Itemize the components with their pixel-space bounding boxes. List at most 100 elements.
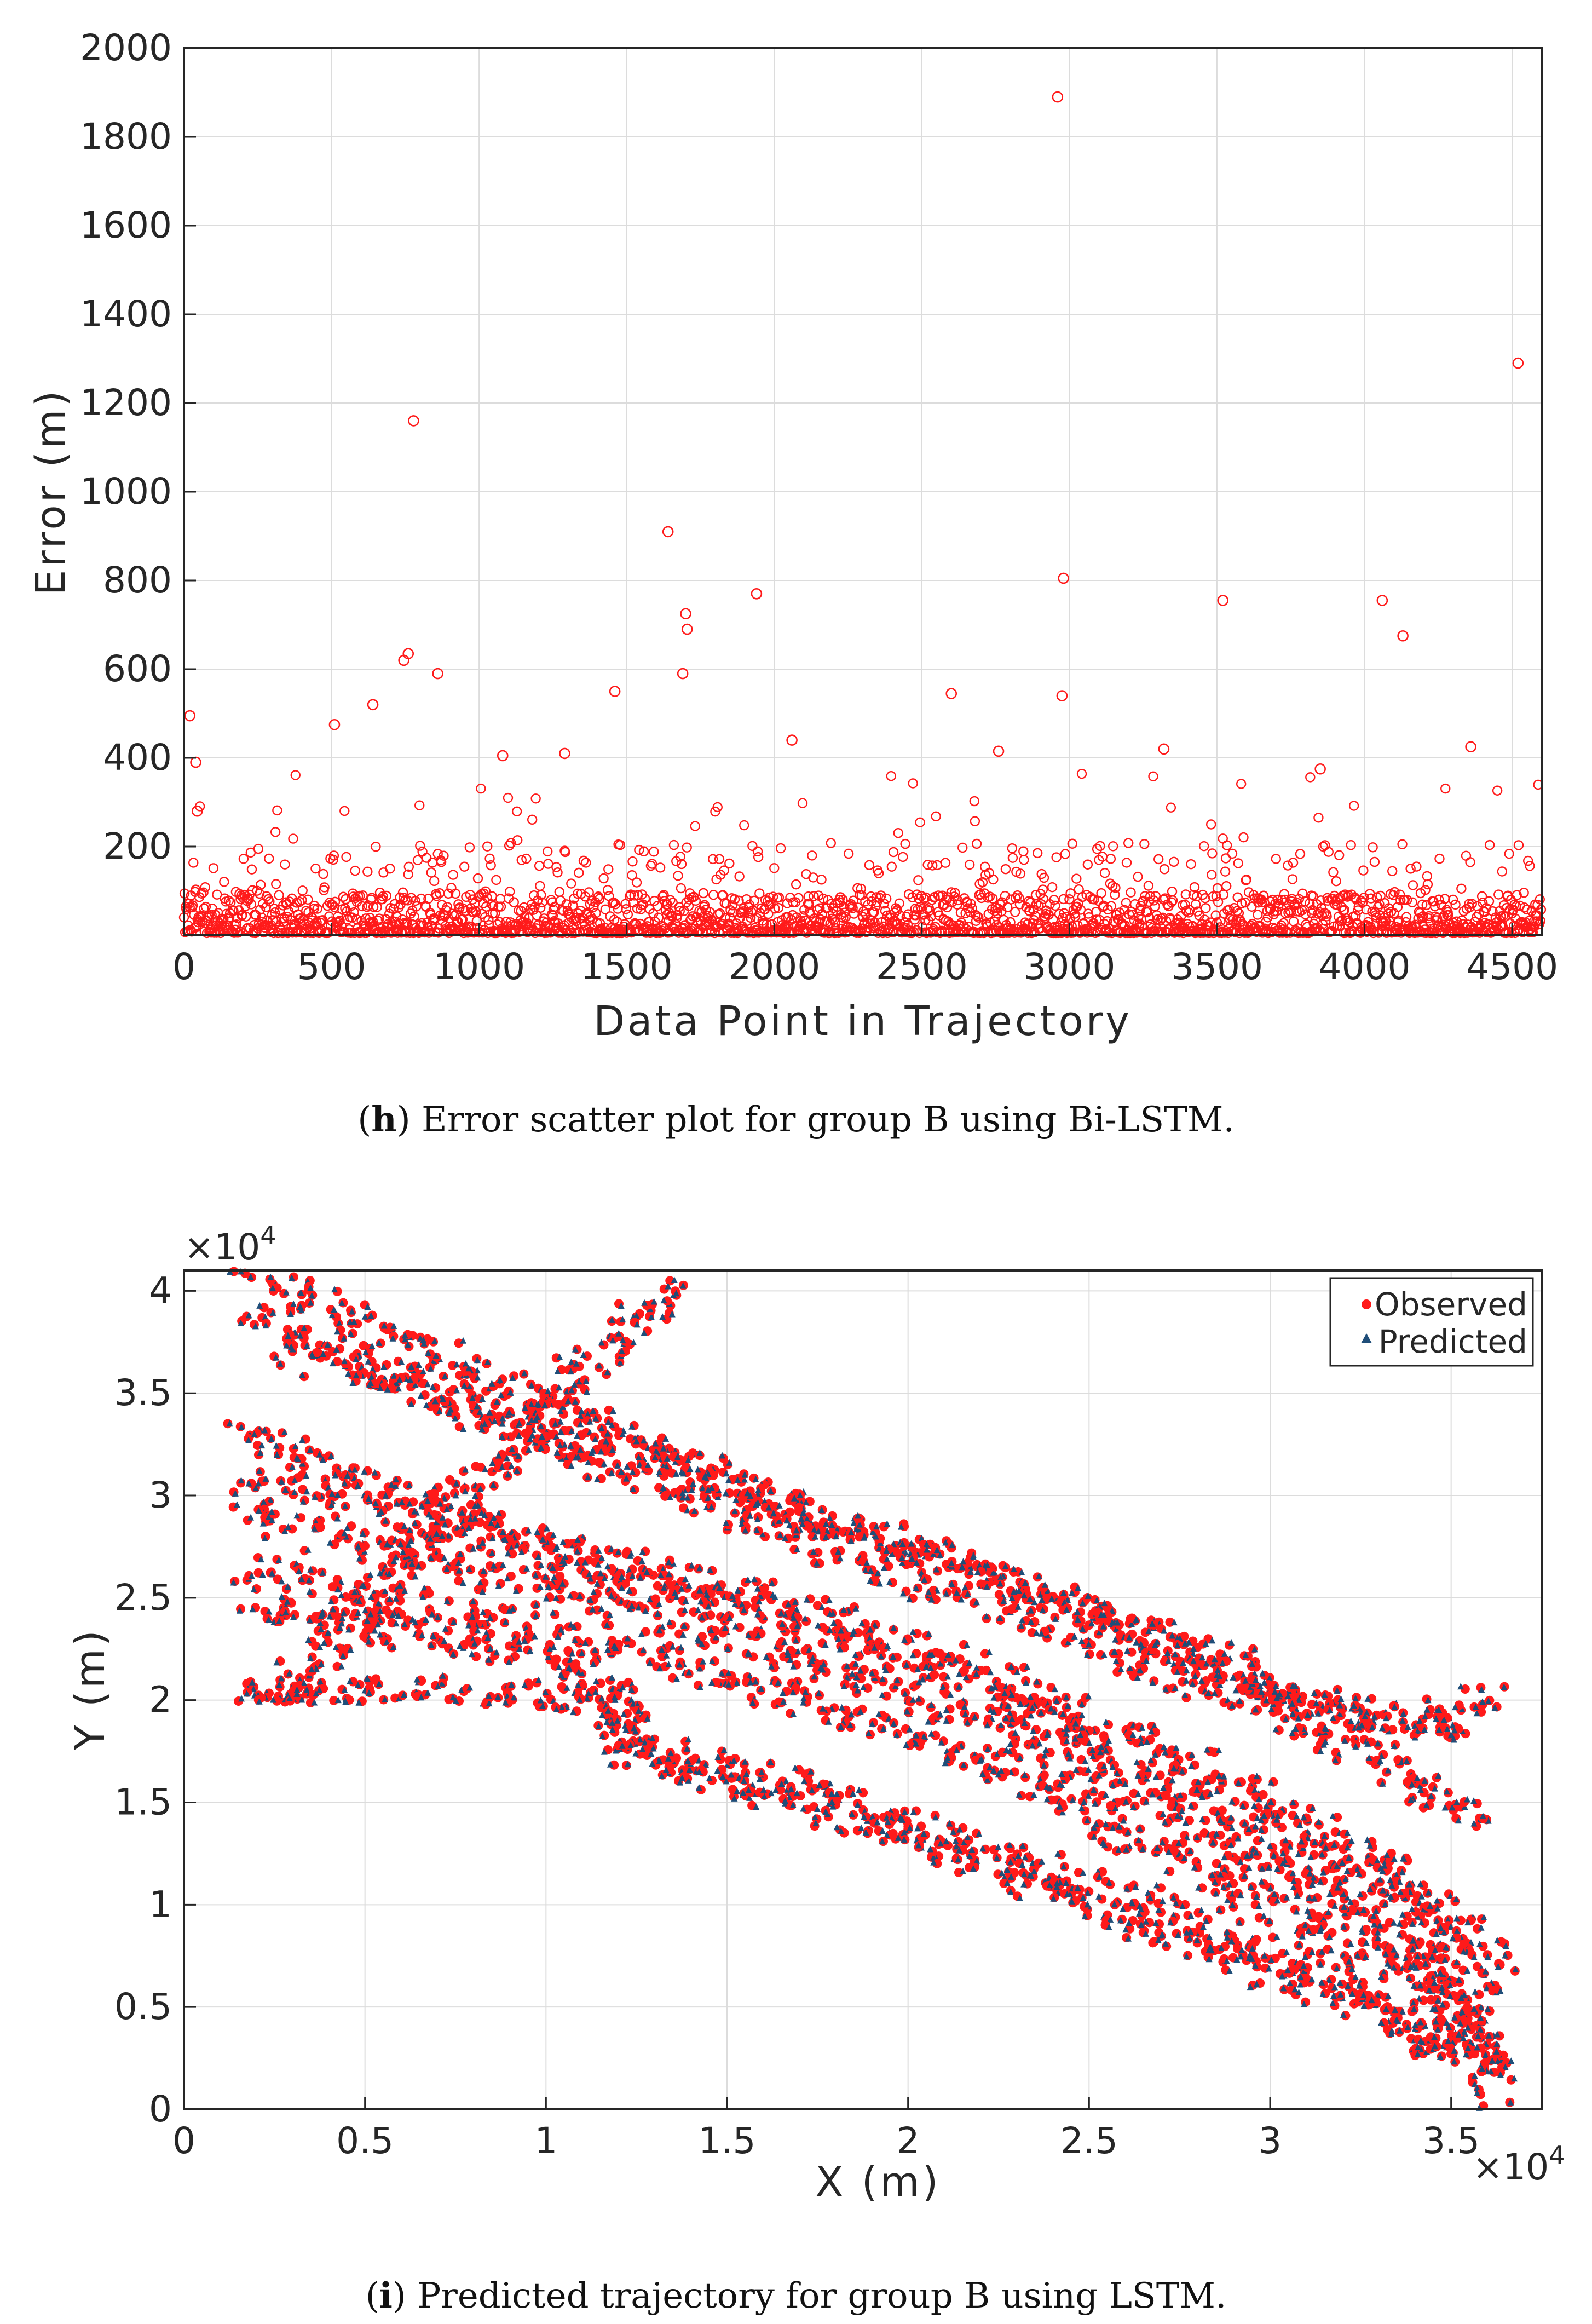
data-point [484, 853, 495, 864]
data-point [270, 827, 281, 837]
data-point [459, 861, 470, 872]
data-point [318, 868, 328, 879]
data-point [312, 904, 322, 914]
data-point [380, 914, 391, 924]
data-point [516, 855, 527, 865]
data-point [246, 899, 257, 910]
data-point [600, 904, 611, 914]
data-point [522, 917, 532, 928]
data-point [246, 864, 257, 875]
data-point [351, 914, 362, 924]
data-point [521, 853, 532, 864]
data-point [309, 900, 320, 911]
data-point [472, 873, 483, 884]
data-point [339, 806, 350, 816]
data-point [574, 867, 584, 878]
data-point [414, 800, 425, 810]
data-point [512, 835, 523, 845]
data-point [537, 897, 547, 908]
data-point [747, 841, 758, 852]
plot-h-xlabel: Data Point in Trajectory [593, 998, 1132, 1045]
data-point [273, 928, 284, 938]
x-tick-label: 3000 [1023, 946, 1115, 988]
data-point [674, 906, 685, 917]
data-point [381, 890, 392, 901]
data-point [403, 869, 413, 879]
data-point [297, 885, 308, 896]
data-point [603, 864, 614, 875]
data-point [682, 842, 692, 853]
data-point [561, 899, 572, 910]
data-point [297, 895, 307, 905]
data-point [244, 894, 254, 905]
data-point [460, 906, 471, 916]
data-point [725, 905, 736, 916]
data-point [206, 910, 217, 920]
data-point [255, 879, 266, 890]
y-tick-label: 1200 [80, 382, 172, 424]
data-point [439, 850, 449, 861]
data-point [267, 910, 277, 921]
data-point [621, 904, 631, 914]
data-point [707, 854, 718, 865]
caption-h-text: ) Error scatter plot for group B using B… [397, 1100, 1235, 1140]
data-point [749, 895, 759, 906]
data-point [415, 841, 425, 851]
data-point [649, 847, 659, 857]
data-point [491, 875, 501, 885]
data-point [568, 900, 578, 911]
data-point [328, 854, 338, 865]
data-point [714, 854, 725, 865]
data-point [676, 859, 687, 870]
data-point [372, 902, 382, 912]
data-point [223, 895, 234, 906]
y-tick-label: 1400 [80, 293, 172, 335]
data-point [665, 895, 676, 905]
data-point [647, 859, 657, 869]
x-tick-label: 1500 [581, 946, 673, 988]
data-point [362, 902, 372, 912]
data-point [584, 887, 594, 898]
data-point [634, 844, 644, 855]
y-tick-label: 1000 [80, 470, 172, 513]
data-point [639, 893, 650, 904]
data-point [509, 897, 519, 907]
data-point [212, 889, 222, 900]
data-point [374, 913, 385, 924]
data-point [349, 907, 359, 918]
data-point [436, 857, 447, 867]
y-tick-label: 800 [103, 559, 172, 601]
data-point [187, 900, 198, 911]
data-point [581, 858, 591, 868]
data-point [238, 854, 249, 864]
data-point [271, 879, 281, 889]
data-point [543, 846, 553, 857]
data-point [296, 913, 306, 924]
data-point [200, 882, 211, 893]
data-point [690, 821, 700, 831]
data-point [233, 928, 244, 938]
data-point [482, 841, 493, 852]
data-point [666, 910, 676, 921]
data-point [506, 838, 516, 848]
data-point [504, 841, 515, 851]
data-point [676, 883, 687, 894]
data-point [480, 886, 491, 896]
data-point [699, 900, 710, 911]
data-point [385, 864, 395, 874]
data-point [188, 858, 199, 868]
data-point [486, 860, 496, 871]
data-point [589, 902, 599, 912]
data-point [481, 892, 492, 902]
data-point [264, 896, 275, 907]
data-point [552, 867, 563, 878]
data-point [655, 862, 666, 873]
data-point [450, 888, 461, 899]
data-point [280, 859, 290, 870]
data-point [712, 802, 723, 813]
x-tick-label: 500 [297, 946, 366, 988]
data-point [697, 928, 707, 938]
data-point [274, 890, 284, 900]
data-point [659, 890, 669, 900]
